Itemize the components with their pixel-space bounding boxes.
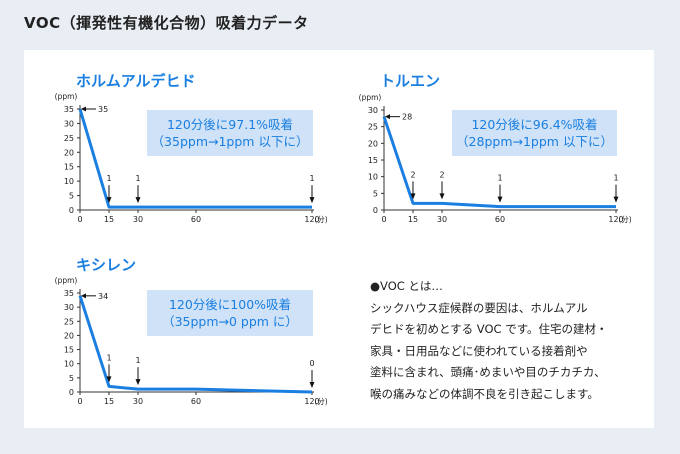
y-tick-label: 30 [368,106,378,115]
annotation-label: 1 [135,174,140,183]
annotation-arrowhead [81,106,86,112]
x-tick-label: 30 [133,215,143,224]
x-unit-label: (分) [618,215,631,224]
callout-line: 120分後に100%吸着 [168,297,292,312]
callout-xylene: 120分後に100%吸着 （35ppm→0 ppm に） [147,290,313,336]
y-tick-label: 15 [64,163,74,172]
x-tick-label: 0 [77,397,82,406]
x-unit-label: (分) [314,397,327,406]
note-heading: ●VOC とは… [370,279,443,293]
series-line [382,116,616,209]
annotation-label: 1 [613,174,618,183]
annotation-arrowhead [135,197,141,204]
callout-line: （35ppm→0 ppm に） [162,314,298,329]
x-tick-label: 120 [608,215,623,224]
y-tick-label: 25 [368,123,378,132]
annotation-label: 34 [98,292,108,301]
chart-title-toluene: トルエン [380,72,441,90]
annotation-label: 1 [106,174,111,183]
chart-title-formaldehyde: ホルムアルデヒド [76,72,196,90]
x-tick-label: 30 [133,397,143,406]
annotation-arrowhead [385,114,390,120]
annotation-arrowhead [497,196,503,203]
annotation-arrowhead [106,376,112,383]
note-line: シックハウス症候群の要因は、ホルムアル [370,300,588,315]
y-tick-label: 10 [368,173,378,182]
x-tick-label: 60 [495,215,505,224]
y-tick-label: 35 [64,289,74,298]
y-tick-label: 0 [69,206,74,215]
annotation-label: 35 [98,105,108,114]
annotation-label: 1 [135,356,140,365]
callout-toluene: 120分後に96.4%吸着 （28ppm→1ppm 以下に） [452,110,617,156]
y-unit-label: (ppm) [55,276,78,285]
x-tick-label: 60 [191,215,201,224]
chart-title-xylene: キシレン [76,256,137,274]
y-unit-label: (ppm) [359,93,382,102]
page-title: VOC（揮発性有機化合物）吸着力データ [24,14,309,32]
y-tick-label: 0 [69,388,74,397]
annotation-label: 1 [497,174,502,183]
annotation-arrowhead [613,196,619,203]
y-tick-label: 15 [368,156,378,165]
annotation-arrowhead [439,193,445,200]
note-line: 喉の痛みなどの体調不良を引き起こします。 [370,386,599,401]
note-line: 家具・日用品などに使われている接着剤や [370,343,588,358]
y-tick-label: 30 [64,119,74,128]
annotation-arrowhead [410,193,416,200]
series-line [78,295,313,394]
callout-line: （28ppm→1ppm 以下に） [456,134,613,149]
callout-line: 120分後に97.1%吸着 [166,117,294,132]
y-tick-label: 10 [64,177,74,186]
y-tick-label: 30 [64,303,74,312]
y-tick-label: 20 [368,139,378,148]
y-tick-label: 5 [69,192,74,201]
y-tick-label: 15 [64,346,74,355]
x-tick-label: 0 [381,215,386,224]
annotation-label: 1 [106,353,111,362]
annotation-arrowhead [81,293,86,299]
y-tick-label: 5 [373,189,378,198]
callout-formaldehyde: 120分後に97.1%吸着 （35ppm→1ppm 以下に） [147,110,313,156]
x-tick-label: 15 [104,215,114,224]
x-tick-label: 120 [304,215,319,224]
voc-note: ●VOC とは… シックハウス症候群の要因は、ホルムアル デヒドを初めとする V… [370,276,660,405]
y-tick-label: 10 [64,360,74,369]
x-tick-label: 15 [104,397,114,406]
annotation-arrowhead [106,197,112,204]
annotation-label: 2 [439,170,444,179]
annotation-arrowhead [309,197,315,204]
x-tick-label: 60 [191,397,201,406]
note-line: デヒドを初めとする VOC です。住宅の建材・ [370,322,608,336]
annotation-label: 2 [410,170,415,179]
x-tick-label: 120 [304,397,319,406]
y-tick-label: 25 [64,134,74,143]
y-tick-label: 20 [64,331,74,340]
y-tick-label: 25 [64,317,74,326]
y-tick-label: 35 [64,105,74,114]
annotation-arrowhead [135,379,141,386]
x-unit-label: (分) [314,215,327,224]
callout-line: 120分後に96.4%吸着 [471,117,598,132]
note-line: 塗料に含まれ、頭痛･めまいや目のチカチカ、 [370,365,606,379]
annotation-label: 28 [402,113,412,122]
x-tick-label: 0 [77,215,82,224]
annotation-arrowhead [309,382,315,388]
y-tick-label: 0 [373,206,378,215]
x-tick-label: 15 [408,215,418,224]
y-tick-label: 5 [69,374,74,383]
callout-line: （35ppm→1ppm 以下に） [151,134,309,149]
x-tick-label: 30 [437,215,447,224]
y-tick-label: 20 [64,148,74,157]
annotation-label: 0 [309,359,314,368]
series-line [78,108,312,209]
y-unit-label: (ppm) [55,92,78,101]
annotation-label: 1 [309,174,314,183]
